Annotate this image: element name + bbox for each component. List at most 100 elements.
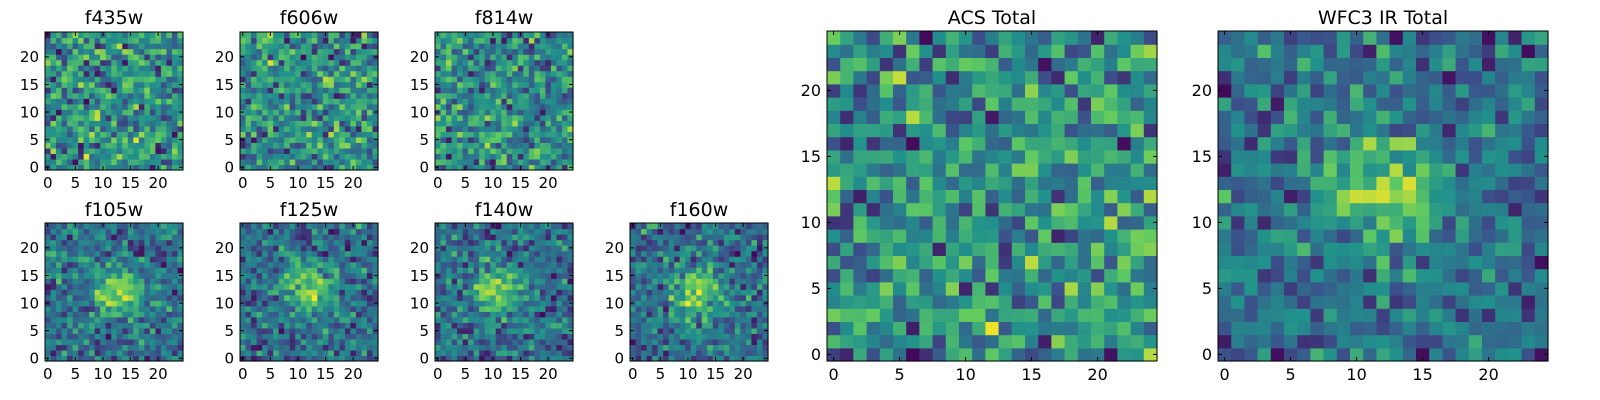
heatmap-cell bbox=[177, 344, 184, 351]
heatmap-cell bbox=[506, 239, 513, 246]
heatmap-cell bbox=[100, 54, 107, 61]
heatmap-cell bbox=[630, 344, 637, 351]
heatmap-cell bbox=[267, 289, 274, 296]
heatmap-cell bbox=[262, 136, 269, 143]
heatmap-cell bbox=[490, 37, 497, 44]
heatmap-cell bbox=[457, 300, 464, 307]
heatmap-cell bbox=[762, 338, 769, 346]
heatmap-cell bbox=[479, 37, 486, 44]
heatmap-cell bbox=[245, 239, 252, 246]
heatmap-cell bbox=[1011, 163, 1026, 177]
heatmap-cell bbox=[451, 54, 458, 61]
heatmap-cell bbox=[67, 316, 74, 323]
panel-title: f125w bbox=[280, 199, 339, 221]
y-tick-label: 5 bbox=[614, 322, 624, 340]
heatmap-cell bbox=[696, 272, 703, 279]
heatmap-cell bbox=[718, 256, 725, 263]
heatmap-cell bbox=[278, 344, 285, 351]
heatmap-cell bbox=[138, 311, 145, 318]
heatmap-cell bbox=[89, 228, 96, 235]
heatmap-cell bbox=[240, 76, 247, 83]
heatmap-cell bbox=[149, 43, 156, 50]
heatmap-cell bbox=[155, 239, 162, 246]
heatmap-cell bbox=[506, 70, 513, 77]
heatmap-cell bbox=[100, 294, 107, 301]
heatmap-cell bbox=[679, 322, 686, 329]
heatmap-cell bbox=[328, 125, 335, 132]
heatmap-cell bbox=[322, 283, 329, 290]
heatmap-cell bbox=[567, 125, 574, 132]
heatmap-cell bbox=[339, 239, 346, 246]
heatmap-cell bbox=[495, 81, 502, 88]
heatmap-cell bbox=[317, 316, 324, 323]
heatmap-cell bbox=[61, 114, 68, 121]
heatmap-cell bbox=[328, 305, 335, 312]
heatmap-cell bbox=[361, 109, 368, 116]
heatmap-cell bbox=[177, 37, 184, 44]
heatmap-cell bbox=[512, 344, 519, 351]
heatmap-cell bbox=[262, 289, 269, 296]
heatmap-cell bbox=[528, 98, 535, 105]
heatmap-cell bbox=[473, 125, 480, 132]
heatmap-cell bbox=[149, 234, 156, 241]
heatmap-cell bbox=[657, 305, 664, 312]
heatmap-cell bbox=[67, 37, 74, 44]
heatmap-cell bbox=[322, 327, 329, 334]
heatmap-cell bbox=[138, 344, 145, 351]
heatmap-cell bbox=[267, 272, 274, 279]
heatmap-cell bbox=[111, 114, 118, 121]
heatmap-cell bbox=[506, 267, 513, 274]
heatmap-cell bbox=[262, 322, 269, 329]
heatmap-cell bbox=[528, 109, 535, 116]
heatmap-cell bbox=[262, 131, 269, 138]
heatmap-cell bbox=[517, 92, 524, 99]
heatmap-cell bbox=[278, 305, 285, 312]
heatmap-cell bbox=[685, 294, 692, 301]
heatmap-cell bbox=[160, 125, 168, 132]
heatmap-cell bbox=[251, 311, 258, 318]
heatmap-cell bbox=[100, 142, 107, 149]
heatmap-cell bbox=[361, 81, 368, 88]
heatmap-cell bbox=[306, 283, 313, 290]
heatmap-cell bbox=[457, 228, 464, 235]
heatmap-cell bbox=[144, 65, 151, 72]
heatmap-cell bbox=[1130, 202, 1145, 217]
heatmap-cell bbox=[512, 228, 519, 235]
heatmap-cell bbox=[256, 76, 263, 83]
heatmap-cell bbox=[366, 250, 374, 257]
heatmap-cell bbox=[166, 158, 173, 166]
heatmap-cell bbox=[556, 355, 563, 362]
heatmap-cell bbox=[273, 289, 280, 296]
heatmap-cell bbox=[630, 228, 637, 235]
heatmap-cell bbox=[1038, 242, 1052, 256]
heatmap-cell bbox=[1038, 176, 1052, 190]
heatmap-cell bbox=[133, 158, 140, 166]
heatmap-cell bbox=[166, 305, 173, 312]
heatmap-cell bbox=[361, 153, 368, 160]
heatmap-cell bbox=[853, 202, 868, 217]
heatmap-cell bbox=[171, 256, 179, 263]
heatmap-cell bbox=[295, 131, 302, 138]
heatmap-cell bbox=[959, 347, 973, 362]
heatmap-cell bbox=[100, 261, 107, 268]
heatmap-cell bbox=[523, 142, 530, 149]
x-tick-label: 15 bbox=[316, 174, 335, 192]
heatmap-cell bbox=[468, 76, 475, 83]
heatmap-cell bbox=[701, 289, 708, 296]
heatmap-cell bbox=[457, 109, 464, 116]
heatmap-cell bbox=[440, 250, 447, 257]
heatmap-cell bbox=[127, 81, 134, 88]
heatmap-cell bbox=[61, 32, 68, 39]
heatmap-cell bbox=[339, 223, 346, 230]
heatmap-cell bbox=[550, 234, 558, 241]
heatmap-cell bbox=[149, 256, 156, 263]
heatmap-cell bbox=[355, 120, 363, 127]
heatmap-cell bbox=[545, 256, 552, 263]
heatmap-cell bbox=[361, 98, 368, 105]
heatmap-cell bbox=[333, 344, 340, 351]
heatmap-cell bbox=[462, 294, 469, 301]
heatmap-cell bbox=[561, 125, 569, 132]
heatmap-cell bbox=[160, 234, 168, 241]
heatmap-cell bbox=[690, 338, 697, 346]
heatmap-cell bbox=[273, 349, 280, 357]
